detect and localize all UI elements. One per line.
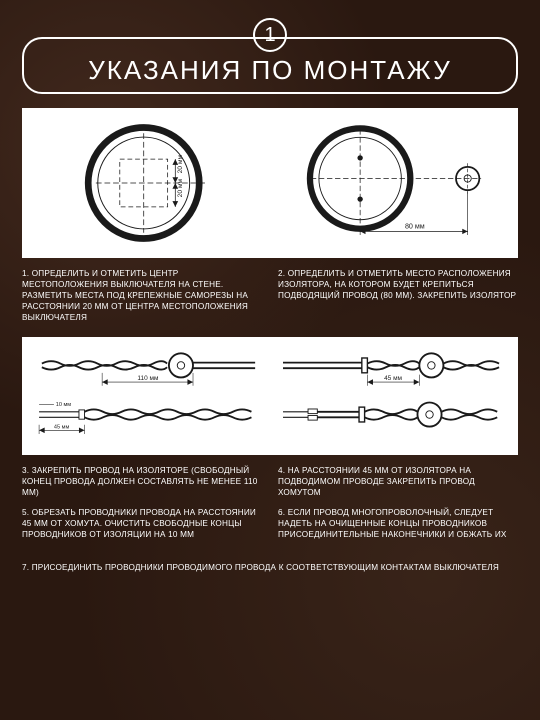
wire-upper: 110 мм bbox=[42, 354, 255, 386]
header: 1 УКАЗАНИЯ ПО МОНТАЖУ bbox=[22, 18, 518, 94]
instruction-item: 3. ЗАКРЕПИТЬ ПРОВОД НА ИЗОЛЯТОРЕ (СВОБОД… bbox=[22, 465, 262, 498]
dim-label: 45 мм bbox=[384, 376, 402, 383]
instructions-row-2: 3. ЗАКРЕПИТЬ ПРОВОД НА ИЗОЛЯТОРЕ (СВОБОД… bbox=[22, 465, 518, 547]
instruction-item: 4. НА РАССТОЯНИИ 45 ММ ОТ ИЗОЛЯТОРА НА П… bbox=[278, 465, 518, 498]
dim-label: 80 мм bbox=[405, 223, 425, 231]
dim-label: 20 мм bbox=[177, 155, 184, 174]
diagram-wire-left: 110 мм 10 мм 45 мм bbox=[32, 345, 265, 447]
instruction-item: 2. ОПРЕДЕЛИТЬ И ОТМЕТИТЬ МЕСТО РАСПОЛОЖЕ… bbox=[278, 268, 518, 323]
instruction-item: 7. ПРИСОЕДИНИТЬ ПРОВОДНИКИ ПРОВОДИМОГО П… bbox=[22, 562, 518, 573]
diagram-panel-top: 20 мм 20 мм bbox=[22, 108, 518, 258]
dim-label: 110 мм bbox=[137, 376, 159, 383]
instruction-item: 6. ЕСЛИ ПРОВОД МНОГОПРОВОЛОЧНЫЙ, СЛЕДУЕТ… bbox=[278, 507, 518, 540]
instructions-row-1: 1. ОПРЕДЕЛИТЬ И ОТМЕТИТЬ ЦЕНТР МЕСТОПОЛО… bbox=[22, 268, 518, 323]
diagram-isolator-marking: 80 мм bbox=[275, 116, 508, 250]
wire-lower bbox=[283, 403, 497, 427]
dim-label: 45 мм bbox=[54, 425, 70, 431]
page-title: УКАЗАНИЯ ПО МОНТАЖУ bbox=[88, 45, 451, 86]
instruction-item: 1. ОПРЕДЕЛИТЬ И ОТМЕТИТЬ ЦЕНТР МЕСТОПОЛО… bbox=[22, 268, 262, 323]
diagram-wire-right: 45 мм bbox=[275, 345, 508, 447]
title-box: УКАЗАНИЯ ПО МОНТАЖУ bbox=[22, 37, 518, 94]
instruction-item: 5. ОБРЕЗАТЬ ПРОВОДНИКИ ПРОВОДА НА РАССТО… bbox=[22, 507, 262, 540]
wire-upper: 45 мм bbox=[283, 354, 499, 386]
dim-label: 20 мм bbox=[177, 178, 184, 197]
diagram-panel-bottom: 110 мм 10 мм 45 мм bbox=[22, 337, 518, 455]
instruction-col: 3. ЗАКРЕПИТЬ ПРОВОД НА ИЗОЛЯТОРЕ (СВОБОД… bbox=[22, 465, 262, 547]
wire-lower: 10 мм 45 мм bbox=[39, 403, 251, 435]
instructions-row-3: 7. ПРИСОЕДИНИТЬ ПРОВОДНИКИ ПРОВОДИМОГО П… bbox=[22, 562, 518, 573]
page-root: 1 УКАЗАНИЯ ПО МОНТАЖУ bbox=[0, 0, 540, 605]
dim-label: 10 мм bbox=[56, 403, 72, 409]
instruction-col: 4. НА РАССТОЯНИИ 45 ММ ОТ ИЗОЛЯТОРА НА П… bbox=[278, 465, 518, 547]
diagram-switch-marking: 20 мм 20 мм bbox=[32, 116, 265, 250]
